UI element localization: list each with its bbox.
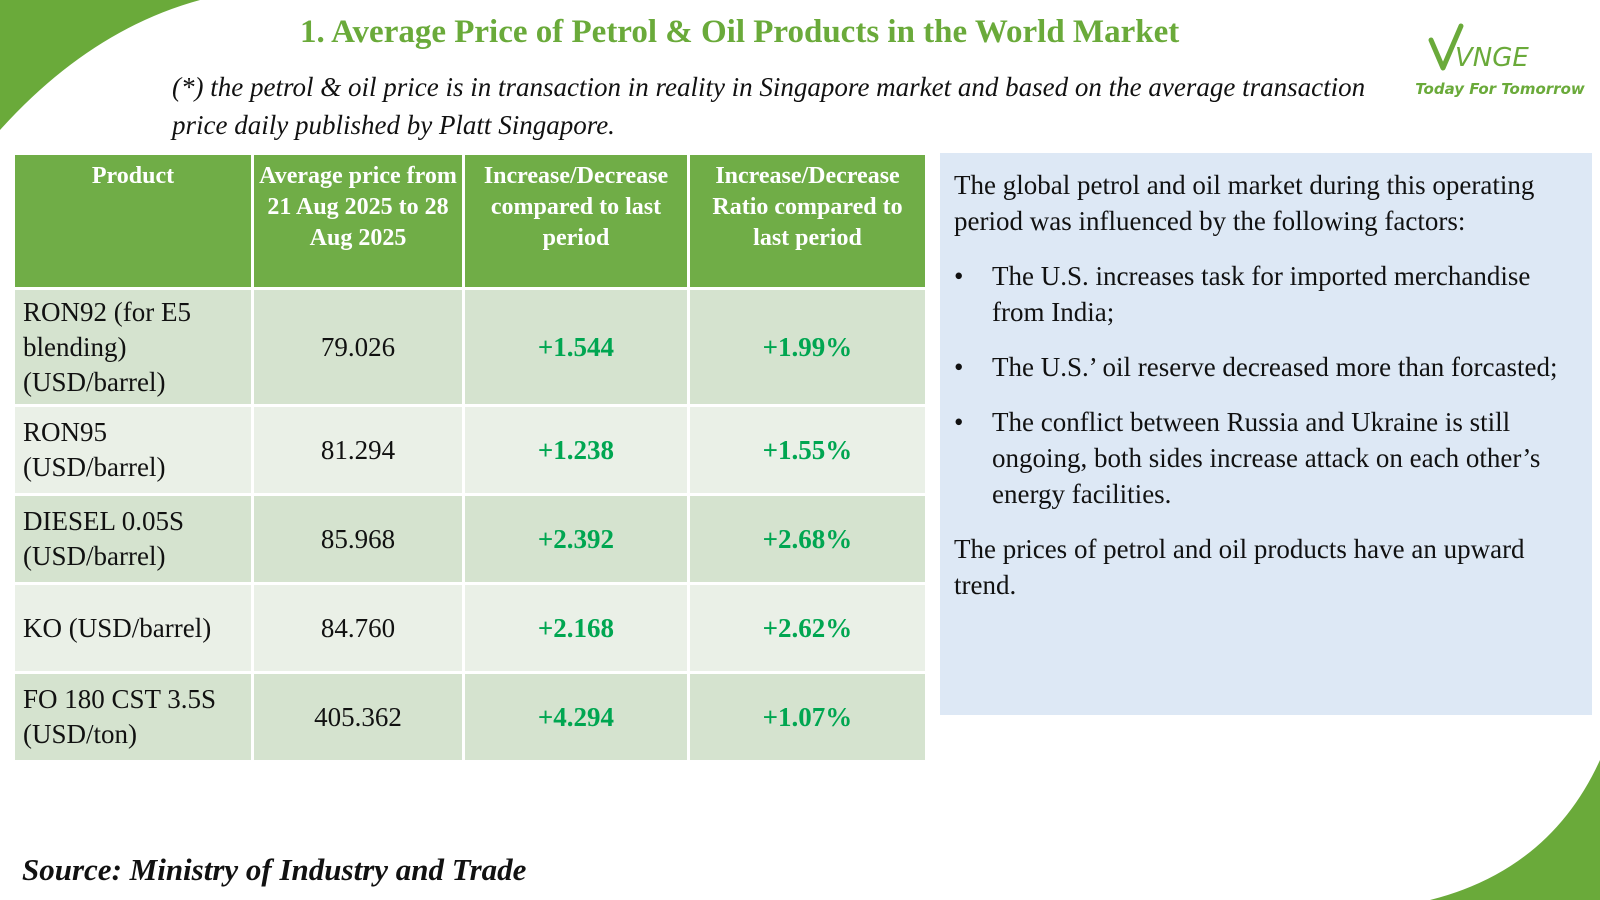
ratio-cell: +1.07% (687, 671, 928, 763)
factor-text: The U.S.’ oil reserve decreased more tha… (992, 352, 1558, 382)
bullet-icon: • (954, 352, 964, 382)
table-row: FO 180 CST 3.5S (USD/ton) 405.362 +4.294… (12, 671, 928, 763)
table-row: DIESEL 0.05S (USD/barrel) 85.968 +2.392 … (12, 493, 928, 585)
bullet-icon: • (954, 407, 964, 437)
table-row: KO (USD/barrel) 84.760 +2.168 +2.62% (12, 582, 928, 674)
ratio-cell: +1.99% (687, 287, 928, 407)
table-row: RON95 (USD/barrel) 81.294 +1.238 +1.55% (12, 404, 928, 496)
list-item: • The U.S.’ oil reserve decreased more t… (954, 349, 1576, 385)
price-cell: 84.760 (251, 582, 465, 674)
table-header-row: Product Average price from 21 Aug 2025 t… (12, 152, 928, 290)
logo-mark-icon: VNGE (1428, 23, 1529, 73)
company-logo: VNGE Today For Tomorrow (1405, 20, 1595, 110)
header-change: Increase/Decrease compared to last perio… (462, 152, 690, 290)
notes-intro: The global petrol and oil market during … (954, 170, 1535, 236)
bullet-icon: • (954, 261, 964, 291)
product-cell: RON92 (for E5 blending) (USD/barrel) (12, 287, 254, 407)
factors-list: • The U.S. increases task for imported m… (954, 258, 1576, 512)
ratio-cell: +1.55% (687, 404, 928, 496)
price-table: Product Average price from 21 Aug 2025 t… (12, 152, 928, 763)
price-cell: 79.026 (251, 287, 465, 407)
ratio-cell: +2.68% (687, 493, 928, 585)
product-cell: FO 180 CST 3.5S (USD/ton) (12, 671, 254, 763)
header-product: Product (12, 152, 254, 290)
price-cell: 405.362 (251, 671, 465, 763)
bottom-right-green-swoosh (1430, 760, 1600, 900)
change-cell: +1.544 (462, 287, 690, 407)
page-subtitle: (*) the petrol & oil price is in transac… (172, 72, 1366, 140)
change-cell: +4.294 (462, 671, 690, 763)
change-cell: +2.168 (462, 582, 690, 674)
price-cell: 85.968 (251, 493, 465, 585)
header-change-ratio: Increase/Decrease Ratio compared to last… (687, 152, 928, 290)
source-citation: Source: Ministry of Industry and Trade (22, 852, 527, 887)
price-cell: 81.294 (251, 404, 465, 496)
page-title: 1. Average Price of Petrol & Oil Product… (300, 14, 1180, 50)
product-cell: KO (USD/barrel) (12, 582, 254, 674)
list-item: • The U.S. increases task for imported m… (954, 258, 1576, 330)
factor-text: The conflict between Russia and Ukraine … (992, 407, 1541, 509)
notes-conclusion: The prices of petrol and oil products ha… (954, 534, 1525, 600)
list-item: • The conflict between Russia and Ukrain… (954, 404, 1576, 512)
header-average-price: Average price from 21 Aug 2025 to 28 Aug… (251, 152, 465, 290)
product-cell: DIESEL 0.05S (USD/barrel) (12, 493, 254, 585)
market-factors-panel: The global petrol and oil market during … (940, 153, 1592, 715)
logo-brand-text: VNGE (1455, 43, 1529, 73)
product-cell: RON95 (USD/barrel) (12, 404, 254, 496)
change-cell: +1.238 (462, 404, 690, 496)
change-cell: +2.392 (462, 493, 690, 585)
factor-text: The U.S. increases task for imported mer… (992, 261, 1531, 327)
ratio-cell: +2.62% (687, 582, 928, 674)
logo-tagline: Today For Tomorrow (1415, 80, 1585, 98)
table-row: RON92 (for E5 blending) (USD/barrel) 79.… (12, 287, 928, 407)
